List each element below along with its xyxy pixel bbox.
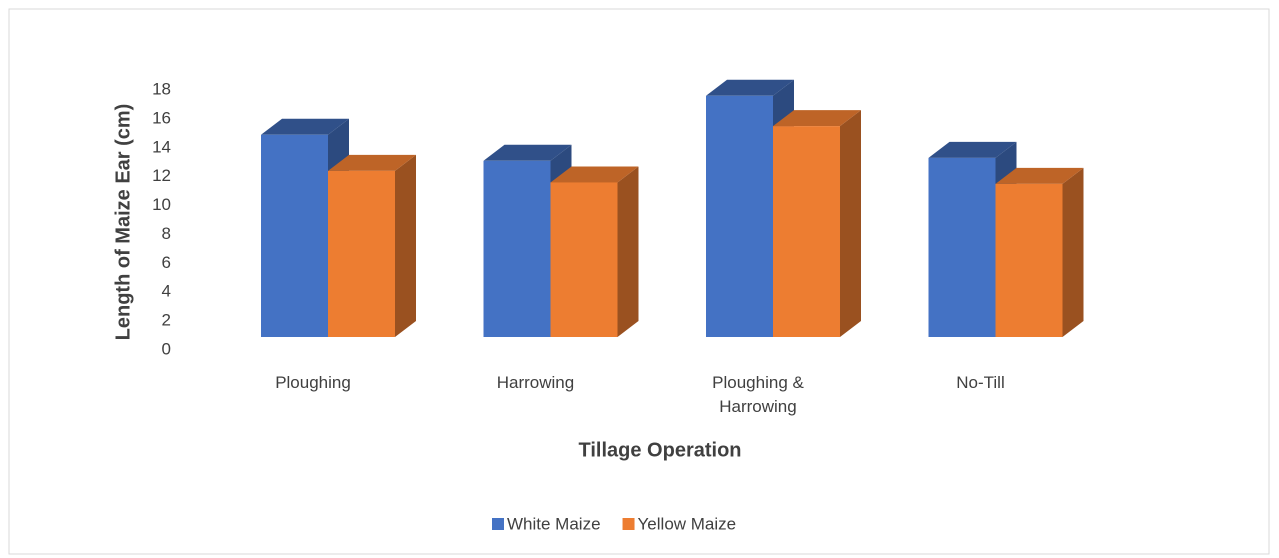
legend-swatch — [622, 518, 635, 530]
x-tick-label: Ploughing & Harrowing — [712, 373, 804, 416]
bar-side — [840, 110, 861, 337]
legend-label: White Maize — [507, 514, 601, 533]
y-axis-title: Length of Maize Ear (cm) — [112, 104, 134, 341]
bar — [928, 157, 996, 337]
bar — [773, 126, 840, 337]
bar-top — [773, 110, 861, 127]
bar — [706, 95, 773, 338]
bar-side — [617, 166, 639, 337]
bar — [261, 134, 328, 337]
x-tick-label: Harrowing — [496, 373, 575, 392]
bar — [328, 170, 395, 337]
y-tick-label: 0 — [162, 339, 171, 358]
y-tick-label: 16 — [152, 108, 171, 127]
y-tick-label: 8 — [162, 224, 171, 243]
y-tick-label: 10 — [152, 195, 171, 214]
y-tick-label: 12 — [152, 166, 171, 185]
bar — [550, 182, 618, 337]
bar — [483, 160, 551, 337]
bar-top — [328, 154, 416, 171]
x-tick-label: No-Till — [956, 373, 1005, 392]
y-tick-label: 4 — [162, 282, 171, 301]
bar-side — [395, 154, 416, 337]
bar-top — [928, 141, 1017, 158]
y-tick-label: 18 — [152, 79, 171, 98]
y-tick-label: 14 — [152, 137, 171, 156]
bar-top — [483, 144, 572, 161]
y-tick-label: 6 — [162, 253, 171, 272]
bar-top — [706, 79, 794, 96]
x-axis-title: Tillage Operation — [579, 439, 742, 461]
bar-top — [261, 118, 349, 135]
y-tick-label: 2 — [162, 311, 171, 330]
bar-side — [1062, 167, 1084, 337]
bar — [995, 183, 1063, 337]
bar-top — [550, 166, 639, 183]
bar-top — [995, 167, 1084, 184]
legend-label: Yellow Maize — [638, 514, 737, 533]
legend-swatch — [492, 518, 504, 530]
x-tick-label: Ploughing — [275, 373, 351, 392]
